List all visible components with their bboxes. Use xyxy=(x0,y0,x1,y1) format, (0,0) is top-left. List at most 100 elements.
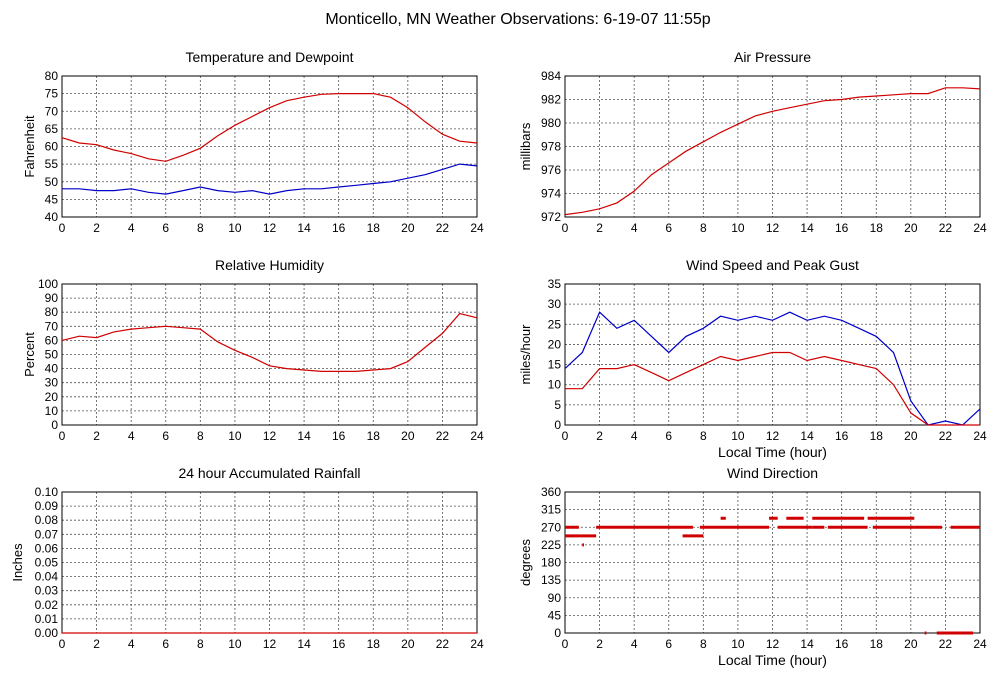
x-tick-label: 0 xyxy=(562,429,569,443)
y-tick-label: 45 xyxy=(548,608,562,622)
x-tick-label: 14 xyxy=(800,429,814,443)
plot-frame xyxy=(564,491,981,634)
x-tick-label: 22 xyxy=(436,429,450,443)
x-tick-label: 8 xyxy=(197,221,204,235)
x-tick-label: 10 xyxy=(731,429,745,443)
x-tick-label: 2 xyxy=(93,221,100,235)
y-tick-label: 0.01 xyxy=(35,612,59,626)
x-tick-label: 14 xyxy=(297,637,311,651)
y-tick-label: 360 xyxy=(541,485,561,499)
y-tick-label: 0 xyxy=(554,418,561,432)
x-tick-label: 24 xyxy=(973,221,987,235)
x-tick-label: 16 xyxy=(332,429,346,443)
y-tick-label: 0.05 xyxy=(35,556,59,570)
y-tick-label: 0.04 xyxy=(35,570,59,584)
x-tick-label: 14 xyxy=(800,637,814,651)
x-tick-label: 2 xyxy=(596,429,603,443)
y-tick-label: 30 xyxy=(45,376,59,390)
y-tick-label: 0.07 xyxy=(35,527,59,541)
x-tick-label: 10 xyxy=(228,637,242,651)
chart-title: 24 hour Accumulated Rainfall xyxy=(178,465,360,481)
y-tick-label: 0.06 xyxy=(35,541,59,555)
x-tick-label: 2 xyxy=(596,221,603,235)
x-tick-label: 2 xyxy=(596,637,603,651)
y-tick-label: 0.10 xyxy=(35,485,59,499)
y-axis-label: millibars xyxy=(518,122,533,170)
y-tick-label: 80 xyxy=(45,305,59,319)
x-tick-label: 24 xyxy=(470,429,484,443)
x-tick-label: 4 xyxy=(128,221,135,235)
x-tick-label: 6 xyxy=(162,637,169,651)
series-line-1 xyxy=(62,163,478,195)
chart-2: 0 2 4 6 8 10 12 14 16 18 20 22 240102030405060708090… xyxy=(22,257,484,443)
chart-title: Wind Direction xyxy=(727,465,818,481)
y-tick-label: 65 xyxy=(45,122,59,136)
x-tick-label: 20 xyxy=(904,221,918,235)
x-tick-label: 10 xyxy=(731,221,745,235)
y-tick-label: 10 xyxy=(548,378,562,392)
y-tick-label: 70 xyxy=(45,104,59,118)
x-tick-label: 4 xyxy=(128,429,135,443)
x-tick-label: 24 xyxy=(470,221,484,235)
y-tick-label: 0.03 xyxy=(35,584,59,598)
y-tick-label: 978 xyxy=(541,140,561,154)
y-tick-label: 90 xyxy=(45,291,59,305)
y-axis-label: Percent xyxy=(22,332,37,377)
y-tick-label: 40 xyxy=(45,362,59,376)
series-line-1 xyxy=(565,351,980,426)
x-tick-label: 8 xyxy=(700,221,707,235)
x-tick-label: 18 xyxy=(367,221,381,235)
x-tick-label: 4 xyxy=(631,637,638,651)
series-line-0 xyxy=(564,87,981,216)
chart-title: Temperature and Dewpoint xyxy=(185,49,353,65)
x-tick-label: 16 xyxy=(835,221,849,235)
y-axis-label: Fahrenheit xyxy=(22,115,37,178)
y-tick-label: 315 xyxy=(541,503,561,517)
y-tick-label: 0.09 xyxy=(35,499,59,513)
x-tick-label: 2 xyxy=(93,637,100,651)
x-tick-label: 22 xyxy=(436,637,450,651)
y-tick-label: 75 xyxy=(45,87,59,101)
y-tick-label: 0.08 xyxy=(35,513,59,527)
x-tick-label: 6 xyxy=(665,429,672,443)
plot-frame xyxy=(564,283,981,426)
y-tick-label: 15 xyxy=(548,358,562,372)
series-line-0 xyxy=(61,92,478,162)
x-tick-label: 6 xyxy=(162,429,169,443)
x-tick-label: 10 xyxy=(731,637,745,651)
y-tick-label: 50 xyxy=(45,175,59,189)
chart-title: Relative Humidity xyxy=(215,257,324,273)
y-axis-label: miles/hour xyxy=(518,324,533,385)
chart-title: Wind Speed and Peak Gust xyxy=(686,257,859,273)
x-tick-label: 0 xyxy=(562,221,569,235)
y-axis-label: degrees xyxy=(518,539,533,586)
x-tick-label: 20 xyxy=(401,221,415,235)
x-tick-label: 0 xyxy=(59,429,66,443)
y-tick-label: 30 xyxy=(548,297,562,311)
x-tick-label: 12 xyxy=(766,637,780,651)
y-axis-label: Inches xyxy=(10,543,25,582)
y-tick-label: 180 xyxy=(541,556,561,570)
x-tick-label: 20 xyxy=(401,637,415,651)
y-tick-label: 45 xyxy=(45,192,59,206)
x-tick-label: 14 xyxy=(297,221,311,235)
chart-title: Air Pressure xyxy=(734,49,811,65)
y-tick-label: 225 xyxy=(541,538,561,552)
x-tick-label: 12 xyxy=(263,429,277,443)
x-tick-label: 4 xyxy=(631,429,638,443)
y-tick-label: 5 xyxy=(554,398,561,412)
x-tick-label: 18 xyxy=(870,221,884,235)
x-tick-label: 20 xyxy=(401,429,415,443)
x-tick-label: 24 xyxy=(973,429,987,443)
x-tick-label: 18 xyxy=(367,429,381,443)
x-tick-label: 18 xyxy=(367,637,381,651)
y-tick-label: 20 xyxy=(45,390,59,404)
y-tick-label: 0 xyxy=(51,418,58,432)
y-tick-label: 35 xyxy=(548,277,562,291)
y-tick-label: 974 xyxy=(541,187,561,201)
x-tick-label: 14 xyxy=(800,221,814,235)
x-tick-label: 8 xyxy=(197,637,204,651)
y-tick-label: 982 xyxy=(541,93,561,107)
